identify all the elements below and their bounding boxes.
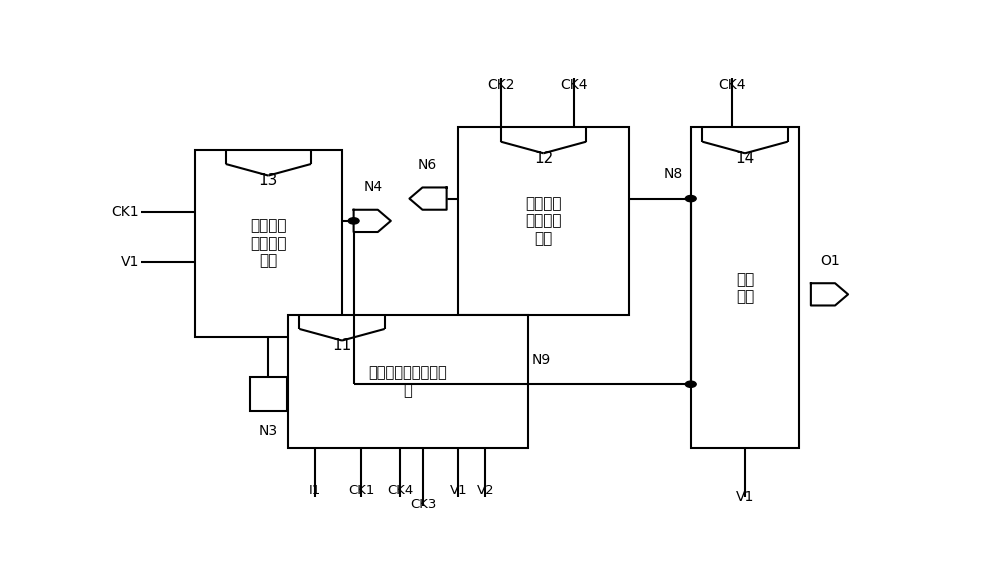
Text: V1: V1 — [121, 255, 139, 269]
Text: 14: 14 — [735, 151, 755, 166]
Text: 12: 12 — [534, 151, 553, 166]
Text: 输出
电路: 输出 电路 — [736, 272, 754, 304]
Circle shape — [348, 218, 359, 224]
Text: V1: V1 — [736, 490, 754, 504]
Text: 第一控制
节点控制
电路: 第一控制 节点控制 电路 — [250, 218, 287, 268]
Text: 11: 11 — [332, 338, 352, 353]
Bar — [250, 378, 287, 411]
Text: CK1: CK1 — [111, 204, 139, 218]
Text: N4: N4 — [363, 181, 383, 195]
Bar — [691, 127, 799, 448]
Text: V2: V2 — [477, 485, 494, 497]
Text: CK1: CK1 — [348, 485, 375, 497]
Polygon shape — [409, 188, 447, 210]
Text: O1: O1 — [820, 254, 840, 268]
Polygon shape — [811, 283, 848, 306]
Text: CK4: CK4 — [387, 485, 413, 497]
Text: CK4: CK4 — [718, 78, 746, 91]
Text: 第一输出节点控制电
路: 第一输出节点控制电 路 — [368, 365, 447, 398]
Text: N8: N8 — [664, 167, 683, 181]
Text: I1: I1 — [309, 485, 321, 497]
Text: N9: N9 — [532, 353, 551, 367]
Text: CK2: CK2 — [487, 78, 515, 91]
Text: 13: 13 — [259, 173, 278, 188]
Bar — [195, 150, 342, 337]
Bar — [458, 127, 629, 315]
Text: N6: N6 — [418, 158, 437, 172]
Circle shape — [685, 381, 696, 387]
Polygon shape — [354, 210, 391, 232]
Text: V1: V1 — [449, 485, 467, 497]
Text: 第二输出
节点控制
电路: 第二输出 节点控制 电路 — [525, 196, 562, 246]
Circle shape — [685, 196, 696, 201]
Text: CK4: CK4 — [560, 78, 588, 91]
Text: CK3: CK3 — [410, 498, 437, 511]
Text: N3: N3 — [259, 424, 278, 438]
Bar — [288, 315, 528, 449]
